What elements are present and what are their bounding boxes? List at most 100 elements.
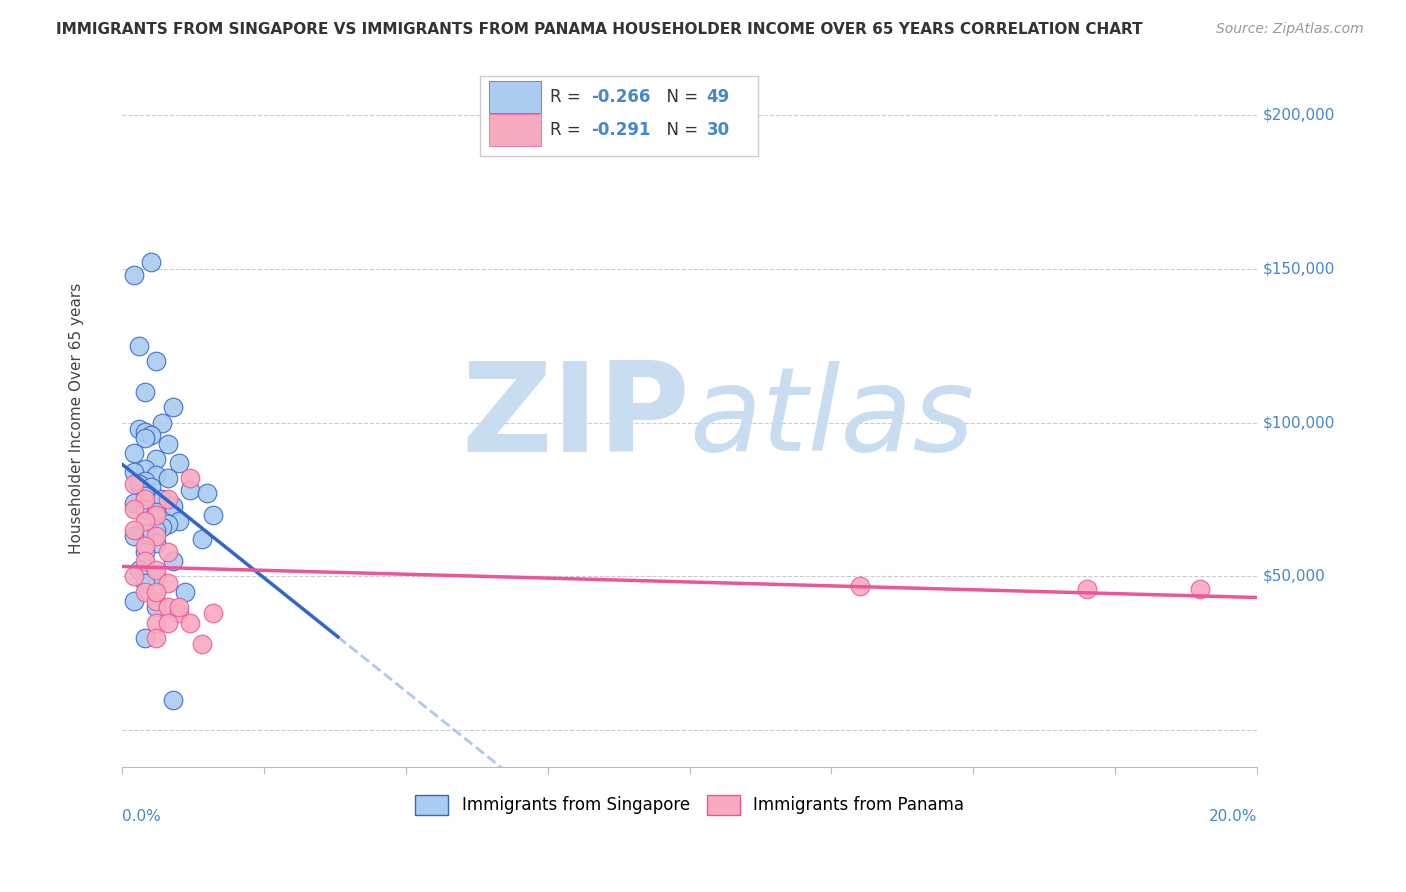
Point — [145, 584, 167, 599]
Point — [122, 501, 145, 516]
Point — [134, 575, 156, 590]
Text: N =: N = — [655, 121, 703, 139]
Text: -0.291: -0.291 — [591, 121, 651, 139]
Point — [202, 607, 225, 621]
Point — [134, 514, 156, 528]
Point — [849, 579, 872, 593]
Point — [145, 508, 167, 522]
Point — [145, 467, 167, 482]
Point — [134, 545, 156, 559]
Point — [156, 575, 179, 590]
Point — [202, 508, 225, 522]
Point — [145, 523, 167, 537]
Point — [145, 529, 167, 543]
Point — [156, 471, 179, 485]
Point — [122, 495, 145, 509]
Point — [122, 446, 145, 460]
Point — [145, 563, 167, 577]
Text: 49: 49 — [707, 88, 730, 106]
Point — [128, 422, 150, 436]
Text: atlas: atlas — [689, 361, 974, 475]
Point — [145, 452, 167, 467]
Point — [190, 637, 212, 651]
Point — [134, 489, 156, 503]
Point — [145, 615, 167, 630]
Point — [139, 427, 162, 442]
Point — [128, 477, 150, 491]
Text: R =: R = — [550, 121, 586, 139]
Point — [128, 338, 150, 352]
Point — [156, 437, 179, 451]
Point — [150, 492, 173, 507]
Point — [1189, 582, 1212, 596]
Point — [190, 533, 212, 547]
Text: N =: N = — [655, 88, 703, 106]
Point — [122, 523, 145, 537]
Point — [122, 268, 145, 282]
Point — [162, 554, 184, 568]
Point — [156, 545, 179, 559]
Point — [145, 569, 167, 583]
Point — [1076, 582, 1098, 596]
Point — [150, 416, 173, 430]
Point — [167, 600, 190, 615]
Point — [134, 431, 156, 445]
Point — [162, 400, 184, 414]
Point — [156, 615, 179, 630]
Point — [167, 607, 190, 621]
Point — [134, 501, 156, 516]
Point — [128, 563, 150, 577]
Point — [173, 584, 195, 599]
Point — [134, 539, 156, 553]
Point — [134, 584, 156, 599]
Point — [122, 569, 145, 583]
Text: $200,000: $200,000 — [1263, 107, 1334, 122]
Point — [134, 425, 156, 439]
Point — [134, 554, 156, 568]
Point — [134, 384, 156, 399]
Text: ZIP: ZIP — [461, 358, 689, 478]
Point — [122, 477, 145, 491]
Point — [145, 354, 167, 368]
Text: IMMIGRANTS FROM SINGAPORE VS IMMIGRANTS FROM PANAMA HOUSEHOLDER INCOME OVER 65 Y: IMMIGRANTS FROM SINGAPORE VS IMMIGRANTS … — [56, 22, 1143, 37]
Text: 0.0%: 0.0% — [122, 809, 162, 824]
Text: $150,000: $150,000 — [1263, 261, 1334, 277]
Text: R =: R = — [550, 88, 586, 106]
Legend: Immigrants from Singapore, Immigrants from Panama: Immigrants from Singapore, Immigrants fr… — [408, 789, 972, 822]
Text: Householder Income Over 65 years: Householder Income Over 65 years — [69, 282, 84, 554]
Point — [139, 480, 162, 494]
Point — [156, 517, 179, 532]
Point — [134, 631, 156, 645]
Point — [145, 600, 167, 615]
Point — [122, 465, 145, 479]
Point — [139, 255, 162, 269]
Point — [134, 526, 156, 541]
Text: 20.0%: 20.0% — [1209, 809, 1257, 824]
FancyBboxPatch shape — [489, 114, 541, 146]
Point — [162, 692, 184, 706]
Text: $100,000: $100,000 — [1263, 415, 1334, 430]
Point — [134, 461, 156, 475]
Text: -0.266: -0.266 — [591, 88, 651, 106]
Point — [167, 514, 190, 528]
FancyBboxPatch shape — [479, 76, 758, 156]
Point — [156, 600, 179, 615]
Point — [150, 520, 173, 534]
Point — [134, 474, 156, 488]
Point — [145, 505, 167, 519]
Point — [156, 492, 179, 507]
Point — [145, 631, 167, 645]
Point — [162, 499, 184, 513]
Point — [145, 535, 167, 549]
Point — [179, 615, 201, 630]
Text: $50,000: $50,000 — [1263, 569, 1326, 584]
Point — [179, 471, 201, 485]
Text: Source: ZipAtlas.com: Source: ZipAtlas.com — [1216, 22, 1364, 37]
Point — [122, 529, 145, 543]
Point — [134, 492, 156, 507]
FancyBboxPatch shape — [489, 81, 541, 113]
Text: 30: 30 — [707, 121, 730, 139]
Point — [197, 486, 219, 500]
Point — [167, 456, 190, 470]
Point — [122, 594, 145, 608]
